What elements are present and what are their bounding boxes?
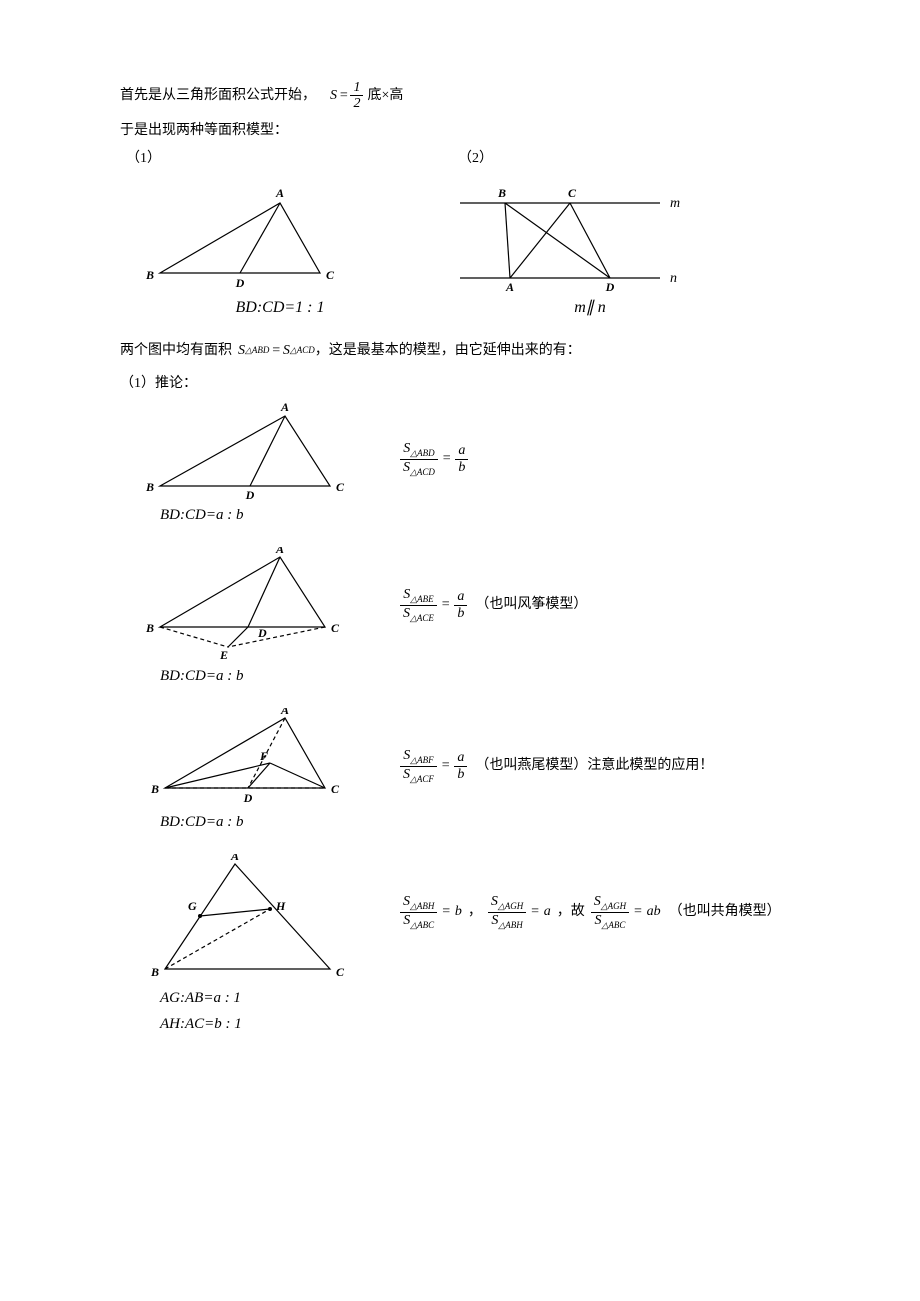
svg-text:D: D <box>257 626 267 640</box>
corollary-3: A B C D F BD:CD=a : b S△ABF S△ACF = a b … <box>120 708 800 834</box>
svg-text:n: n <box>670 271 677 286</box>
S-var: S <box>330 85 337 107</box>
svg-text:B: B <box>150 965 159 979</box>
fig2-caption: m∥ n <box>440 295 700 321</box>
svg-text:B: B <box>145 480 154 494</box>
svg-text:B: B <box>145 621 154 635</box>
svg-text:D: D <box>605 280 615 293</box>
svg-text:C: C <box>336 965 345 979</box>
intro-line-1: 首先是从三角形面积公式开始， S = 1 2 底×高 <box>120 80 800 112</box>
svg-text:C: C <box>331 782 340 796</box>
svg-text:A: A <box>505 280 514 293</box>
svg-text:B: B <box>145 268 154 282</box>
corollary-4-formula: S△ABH S△ABC = b ， S△AGH S△ABH = a ，故 S△A… <box>400 894 781 930</box>
svg-text:G: G <box>188 899 197 913</box>
svg-text:H: H <box>275 899 286 913</box>
svg-text:B: B <box>150 782 159 796</box>
figure-1: A B C D BD:CD=1 : 1 <box>120 183 440 321</box>
label-1: （1） <box>126 148 446 170</box>
fig1-caption: BD:CD=1 : 1 <box>120 295 440 321</box>
label-2: （2） <box>458 148 493 170</box>
svg-text:C: C <box>326 268 335 282</box>
corollary-1: A B C D BD:CD=a : b S△ABD S△ACD = a b <box>120 401 800 527</box>
svg-text:E: E <box>219 648 228 662</box>
corollary-label: （1）推论： <box>120 373 800 395</box>
svg-text:C: C <box>331 621 340 635</box>
corollary-3-formula: S△ABF S△ACF = a b （也叫燕尾模型）注意此模型的应用！ <box>400 748 713 784</box>
intro-pre: 首先是从三角形面积公式开始， <box>120 85 316 107</box>
intro-line-2: 于是出现两种等面积模型： <box>120 120 800 142</box>
model-labels: （1） （2） <box>120 148 800 176</box>
svg-text:A: A <box>230 854 239 863</box>
svg-text:A: A <box>280 401 289 414</box>
svg-text:A: A <box>280 708 289 717</box>
svg-text:C: C <box>568 186 577 200</box>
svg-text:F: F <box>259 749 268 763</box>
svg-text:D: D <box>245 488 255 501</box>
corollary-2-formula: S△ABE S△ACE = a b （也叫风筝模型） <box>400 587 587 623</box>
corollary-1-formula: S△ABD S△ACD = a b <box>400 441 468 477</box>
figure-2: B C A D m n m∥ n <box>440 183 700 321</box>
svg-text:D: D <box>235 276 245 290</box>
one-half: 1 2 <box>350 80 363 112</box>
svg-text:A: A <box>275 547 284 556</box>
svg-text:C: C <box>336 480 345 494</box>
svg-text:m: m <box>670 196 680 211</box>
corollary-4: A B C G H AG:AB=a : 1 AH:AC=b : 1 S△ABH … <box>120 854 800 1036</box>
svg-text:A: A <box>275 186 284 200</box>
intro-suf: 底×高 <box>367 85 403 107</box>
svg-text:B: B <box>497 186 506 200</box>
mid-text: 两个图中均有面积 S△ABD = S△ACD ，这是最基本的模型，由它延伸出来的… <box>120 340 800 362</box>
corollary-2: A B C D E BD:CD=a : b S△ABE S△ACE = a b … <box>120 547 800 688</box>
svg-text:D: D <box>243 791 253 805</box>
model-figures: A B C D BD:CD=1 : 1 B C A D m n m∥ n <box>120 183 800 321</box>
